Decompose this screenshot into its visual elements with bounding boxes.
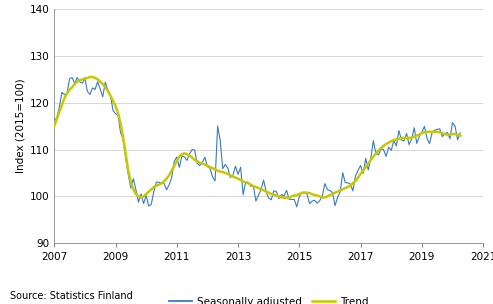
Legend: Seasonally adjusted, Trend: Seasonally adjusted, Trend <box>165 293 373 304</box>
Text: Source: Statistics Finland: Source: Statistics Finland <box>10 291 133 301</box>
Y-axis label: Index (2015=100): Index (2015=100) <box>15 79 26 174</box>
